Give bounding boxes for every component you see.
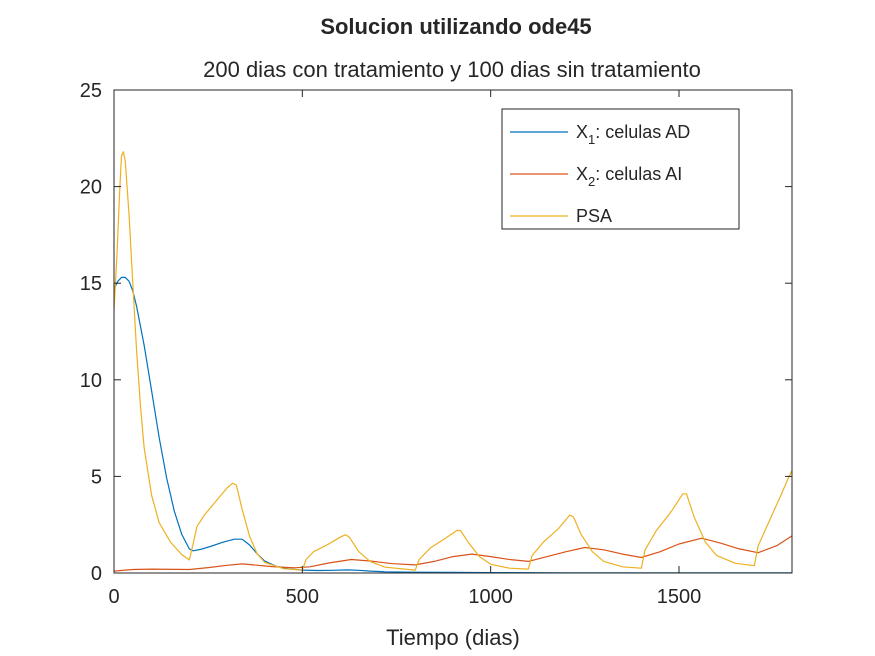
y-tick-label: 20 [80, 177, 102, 199]
chart-subtitle: 200 dias con tratamiento y 100 dias sin … [203, 57, 701, 82]
series-line-3 [113, 151, 793, 571]
chart-title: Solucion utilizando ode45 [320, 14, 591, 39]
legend-box [501, 108, 740, 230]
legend-entry-2: X2: celulas AI [510, 164, 682, 189]
x-axis-label: Tiempo (dias) [386, 625, 520, 650]
legend-label-1: X1: celulas AD [576, 122, 690, 147]
y-tick-label: 0 [91, 563, 102, 585]
x-tick-label: 1000 [468, 586, 513, 608]
legend-label-3: PSA [576, 206, 612, 226]
legend-entry-1: X1: celulas AD [510, 122, 690, 147]
tick-layer: 0 500 1000 1500 0 5 10 15 20 25 [80, 80, 792, 608]
plot-frame [113, 89, 793, 574]
legend-entry-3: PSA [510, 206, 612, 226]
x-tick-label: 0 [108, 586, 119, 608]
series-layer [113, 151, 793, 574]
series-line-1 [113, 276, 792, 574]
y-tick-label: 25 [80, 80, 102, 102]
x-tick-label: 1500 [657, 586, 702, 608]
legend: X1: celulas AD X2: celulas AI PSA [501, 108, 740, 230]
x-tick-label: 500 [286, 586, 319, 608]
series-line-2 [113, 535, 793, 572]
legend-items: X1: celulas AD X2: celulas AI PSA [510, 122, 690, 226]
legend-label-2: X2: celulas AI [576, 164, 682, 189]
y-tick-label: 5 [91, 466, 102, 488]
y-tick-label: 10 [80, 370, 102, 392]
y-tick-label: 15 [80, 273, 102, 295]
